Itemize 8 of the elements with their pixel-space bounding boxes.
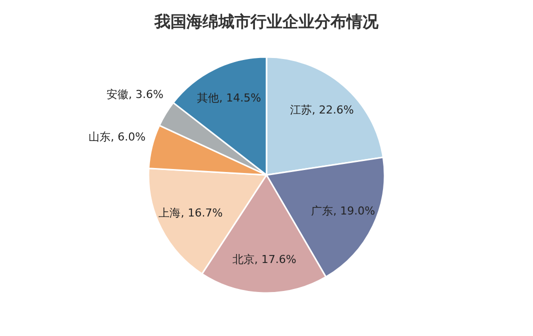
slice-label: 上海, 16.7% (158, 206, 223, 220)
slice-label: 江苏, 22.6% (290, 104, 354, 117)
slice-label: 其他, 14.5% (197, 92, 262, 105)
chart-title: 我国海绵城市行业企业分布情况 (154, 12, 380, 31)
slice-label: 北京, 17.6% (232, 252, 296, 266)
slice-label: 山东, 6.0% (88, 130, 146, 144)
slice-label: 安徽, 3.6% (106, 88, 164, 101)
slice-label: 广东, 19.0% (311, 204, 376, 218)
